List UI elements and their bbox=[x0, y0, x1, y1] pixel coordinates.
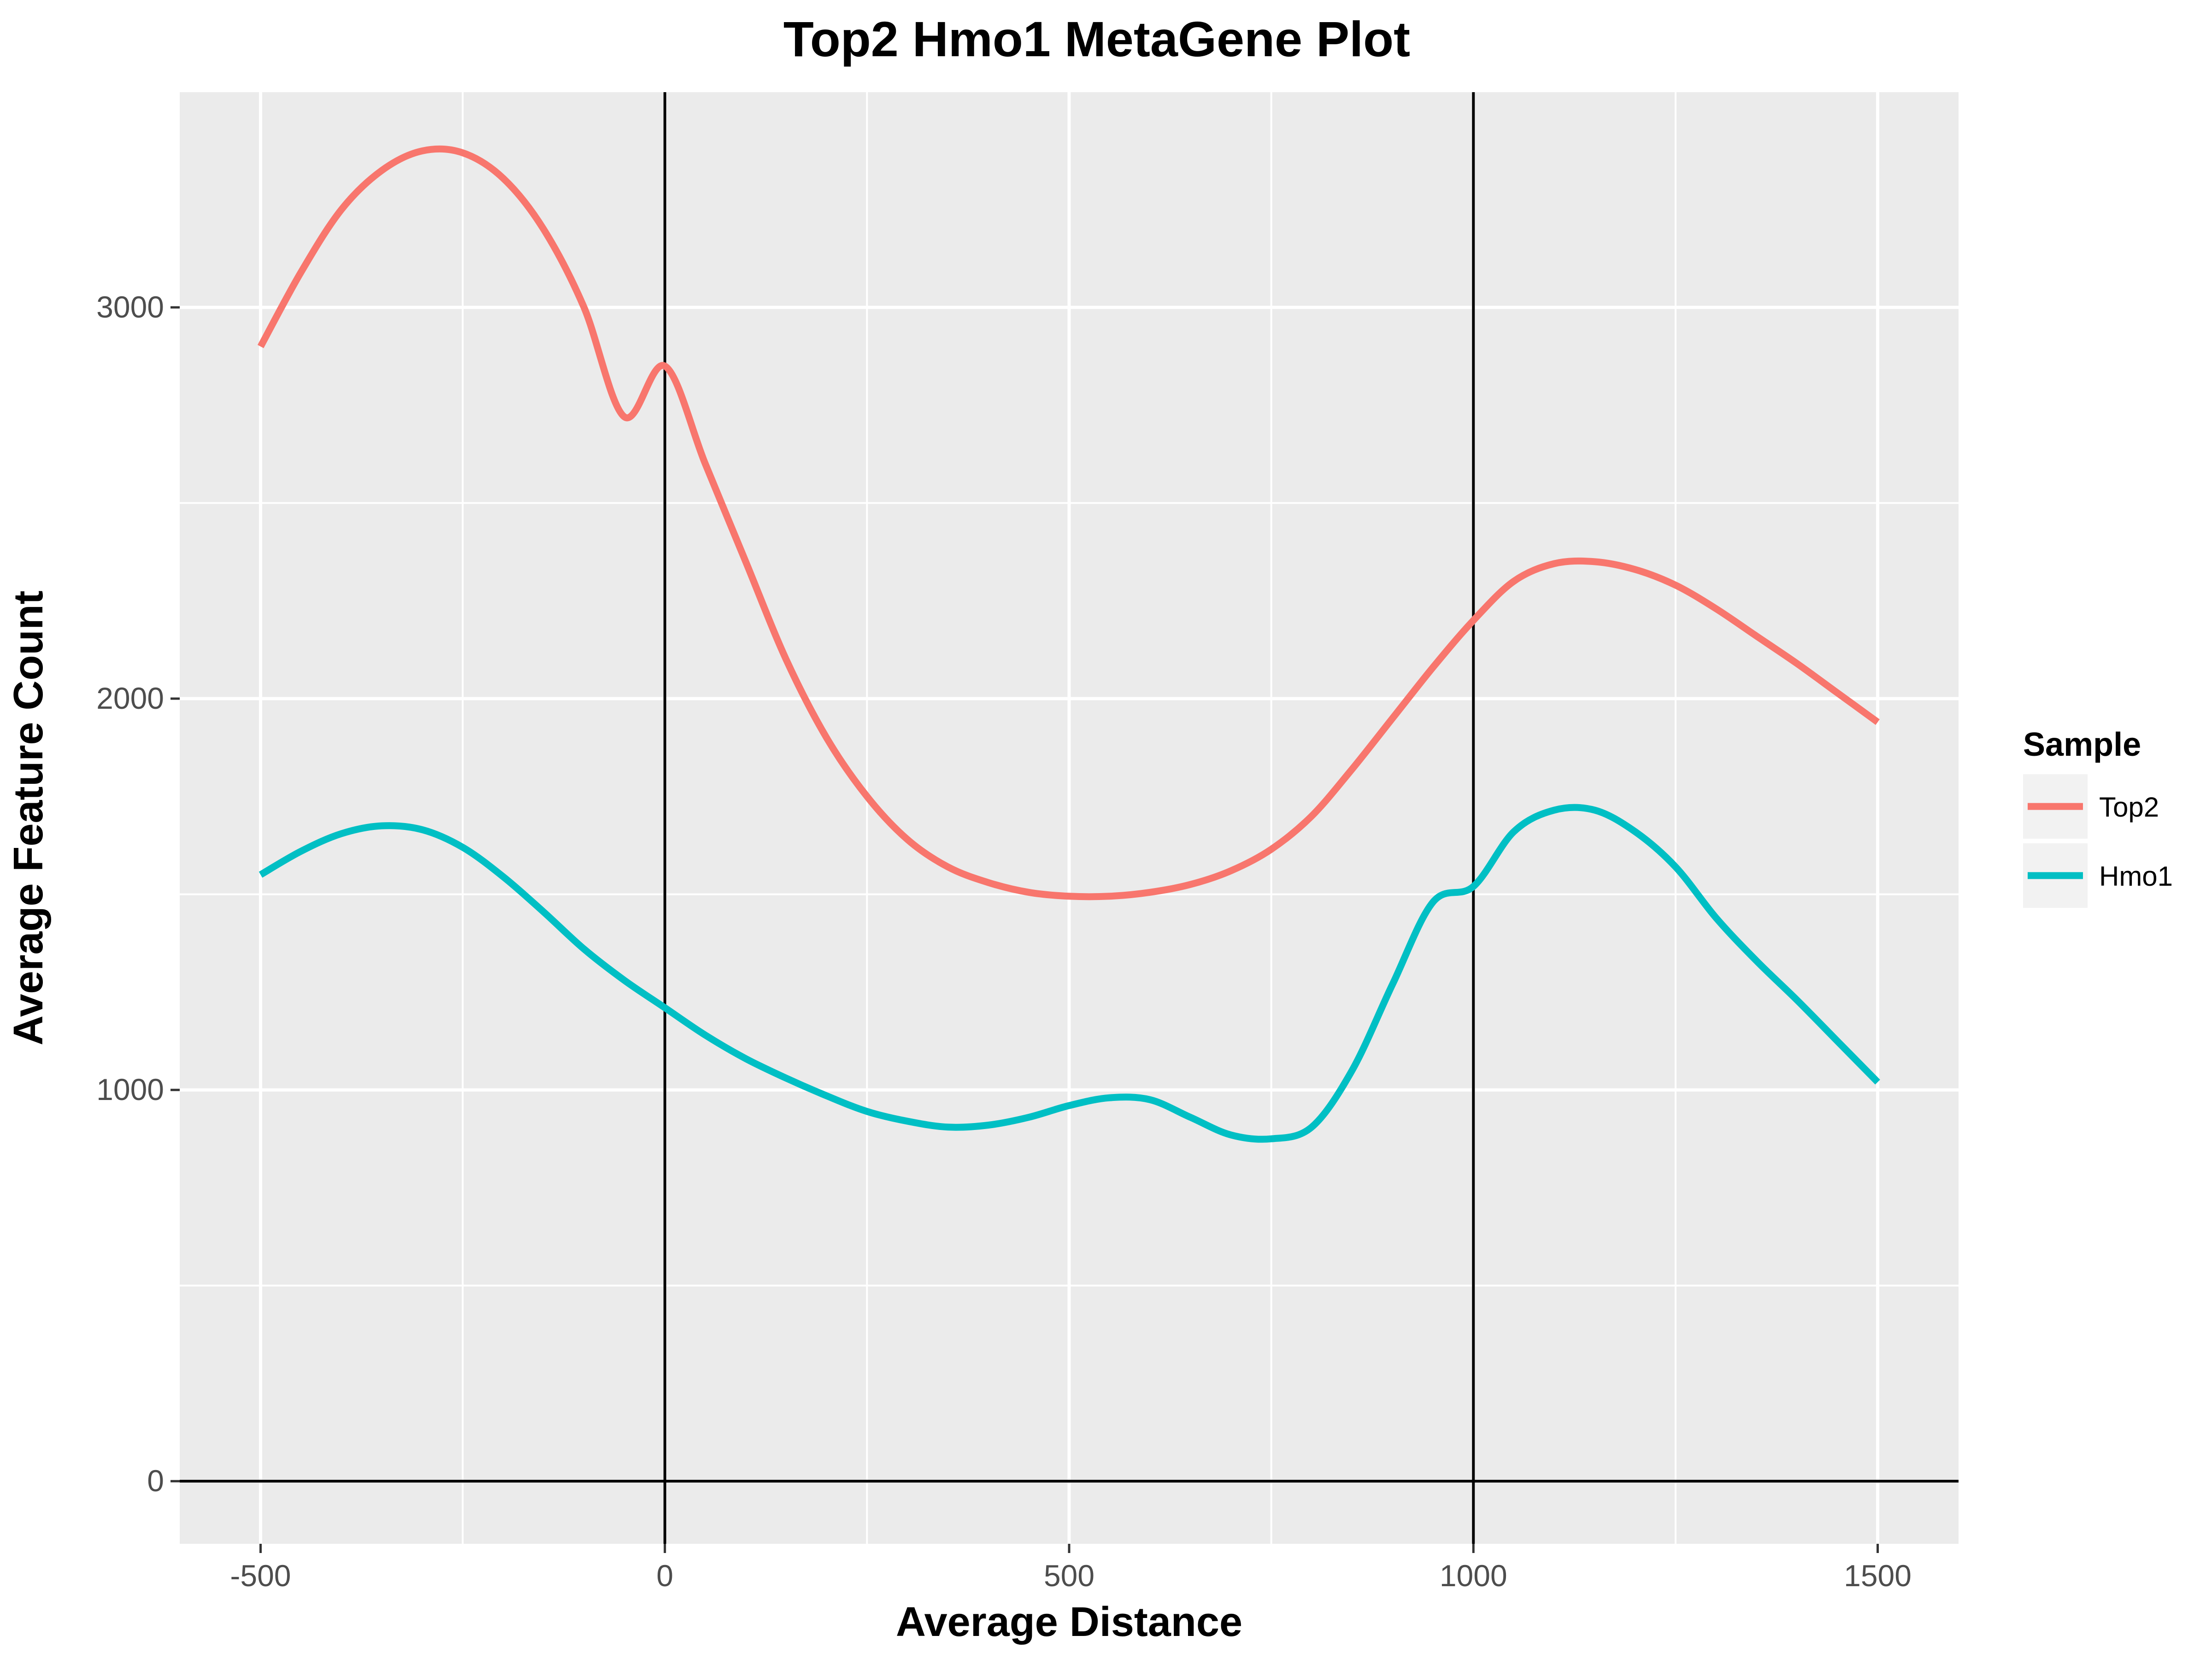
y-tick-label: 1000 bbox=[96, 1072, 164, 1106]
y-axis: 0 1000 2000 3000 bbox=[96, 290, 180, 1498]
chart-title: Top2 Hmo1 MetaGene Plot bbox=[783, 11, 1410, 67]
reference-lines bbox=[180, 92, 1959, 1544]
x-tick-label: 1000 bbox=[1440, 1559, 1507, 1593]
legend-label-hmo1: Hmo1 bbox=[2099, 861, 2173, 892]
y-axis-title: Average Feature Count bbox=[6, 591, 52, 1046]
legend: Sample Top2 Hmo1 bbox=[2023, 726, 2173, 908]
series-line-top2 bbox=[257, 145, 1880, 900]
y-tick-label: 2000 bbox=[96, 681, 164, 715]
x-tick-label: 500 bbox=[1044, 1559, 1094, 1593]
series-layer bbox=[257, 145, 1880, 1143]
x-axis: -500 0 500 1000 1500 bbox=[230, 1544, 1912, 1593]
x-tick-label: 0 bbox=[656, 1559, 673, 1593]
y-tick-label: 3000 bbox=[96, 290, 164, 324]
y-tick-label: 0 bbox=[147, 1464, 164, 1498]
x-tick-label: -500 bbox=[230, 1559, 291, 1593]
legend-label-top2: Top2 bbox=[2099, 792, 2159, 823]
series-line-hmo1 bbox=[259, 804, 1880, 1143]
x-axis-title: Average Distance bbox=[896, 1599, 1242, 1645]
x-tick-label: 1500 bbox=[1844, 1559, 1912, 1593]
legend-title: Sample bbox=[2023, 726, 2141, 763]
